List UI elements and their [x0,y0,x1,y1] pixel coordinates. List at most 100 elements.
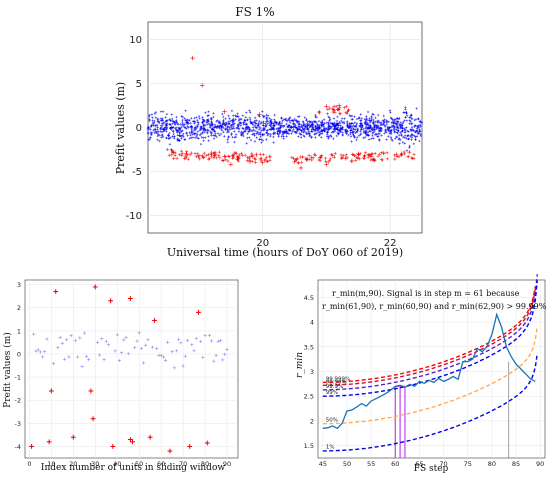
left-blue-point [51,361,56,366]
top-red-point [356,156,360,160]
top-blue-point [222,115,225,119]
top-red-point [324,156,328,160]
top-blue-point [189,125,192,128]
top-blue-point [209,117,213,120]
left-x-tick: 40 [113,460,121,468]
top-blue-point [186,125,189,128]
top-blue-point [338,120,341,124]
top-blue-point [206,131,209,135]
top-blue-point [327,128,330,131]
top-red-point [304,157,308,162]
top-blue-point [213,130,216,133]
top-blue-point [355,136,359,139]
top-blue-point [349,131,352,134]
top-red-point [332,155,336,159]
right-x-tick: 65 [415,460,423,468]
top-blue-point [287,132,291,136]
top-blue-point [410,133,413,137]
top-blue-point [401,129,404,132]
right-threshold-curve [322,286,536,384]
top-blue-point [291,119,295,123]
top-blue-point [389,125,393,129]
top-y-tick: 0 [136,123,142,134]
top-blue-point [276,132,279,135]
top-blue-point [365,115,368,118]
top-blue-point [242,123,245,126]
top-blue-point [266,134,270,137]
top-blue-point [356,130,359,133]
top-red-point [185,153,189,157]
top-blue-point [273,131,276,134]
left-blue-point [124,335,128,339]
top-blue-point [366,122,370,126]
left-blue-point [58,335,62,339]
top-blue-point [190,136,193,140]
top-blue-point [304,125,307,128]
top-blue-point [282,130,286,134]
top-blue-point [257,128,261,131]
top-blue-point [253,119,257,123]
top-blue-point [405,137,408,140]
top-y-tick-labels: 10 5 0 -5 -10 [126,35,142,222]
left-x-tick-labels: 0 10 20 30 40 50 60 70 80 90 [27,460,231,468]
top-blue-point [292,122,295,125]
top-blue-point [244,128,248,132]
left-red-point [204,440,210,446]
left-plot-area [24,279,239,459]
top-blue-point [190,129,194,133]
top-blue-point [220,129,224,132]
top-blue-point [252,132,256,136]
top-blue-point [344,128,348,132]
top-blue-point [322,118,326,121]
left-x-tick: 90 [223,460,231,468]
top-blue-point [178,139,181,142]
top-blue-point [263,127,267,131]
top-red-point [363,154,367,158]
top-blue-point [197,123,200,126]
top-blue-point [207,122,211,125]
top-blue-point [415,135,419,138]
top-blue-point [154,111,158,114]
top-blue-point [331,127,335,131]
top-blue-point [242,134,245,138]
top-blue-point [418,139,421,143]
right-curve-label: 99.999% [326,376,350,382]
top-red-point [253,157,258,161]
top-blue-point [311,125,315,129]
top-blue-point [385,123,389,126]
top-red-point [363,150,367,155]
right-y-axis-label: r_min [295,352,305,378]
top-blue-point [253,116,257,120]
top-red-point [188,153,192,157]
top-red-point [170,153,174,157]
top-x-tick-labels: 20 22 [256,238,396,249]
top-blue-point [394,128,398,131]
top-blue-point [175,115,178,119]
top-blue-point [244,122,248,125]
top-blue-point [298,122,301,125]
top-blue-point [262,115,265,119]
top-blue-point [206,114,209,118]
top-blue-point [339,130,343,134]
top-blue-point [391,125,395,129]
top-blue-point [182,132,185,136]
top-red-point [183,156,187,160]
top-blue-point [217,121,220,124]
top-blue-point [273,118,276,122]
top-blue-point [353,115,356,118]
top-blue-point [198,129,202,132]
top-red-point [290,155,294,159]
top-blue-point [370,115,373,118]
top-blue-point [290,125,293,128]
top-blue-point [325,131,329,134]
top-blue-point [332,137,335,140]
left-blue-point [161,355,165,359]
left-red-point [187,444,193,449]
top-blue-point [351,122,355,125]
top-blue-point [255,126,258,130]
top-blue-point [262,124,265,127]
right-annotation-line1: r_min(m,90). Signal is in step m = 61 be… [332,289,520,298]
top-blue-point [303,127,306,130]
left-y-tick: 0 [17,350,21,358]
top-red-point [318,158,322,163]
